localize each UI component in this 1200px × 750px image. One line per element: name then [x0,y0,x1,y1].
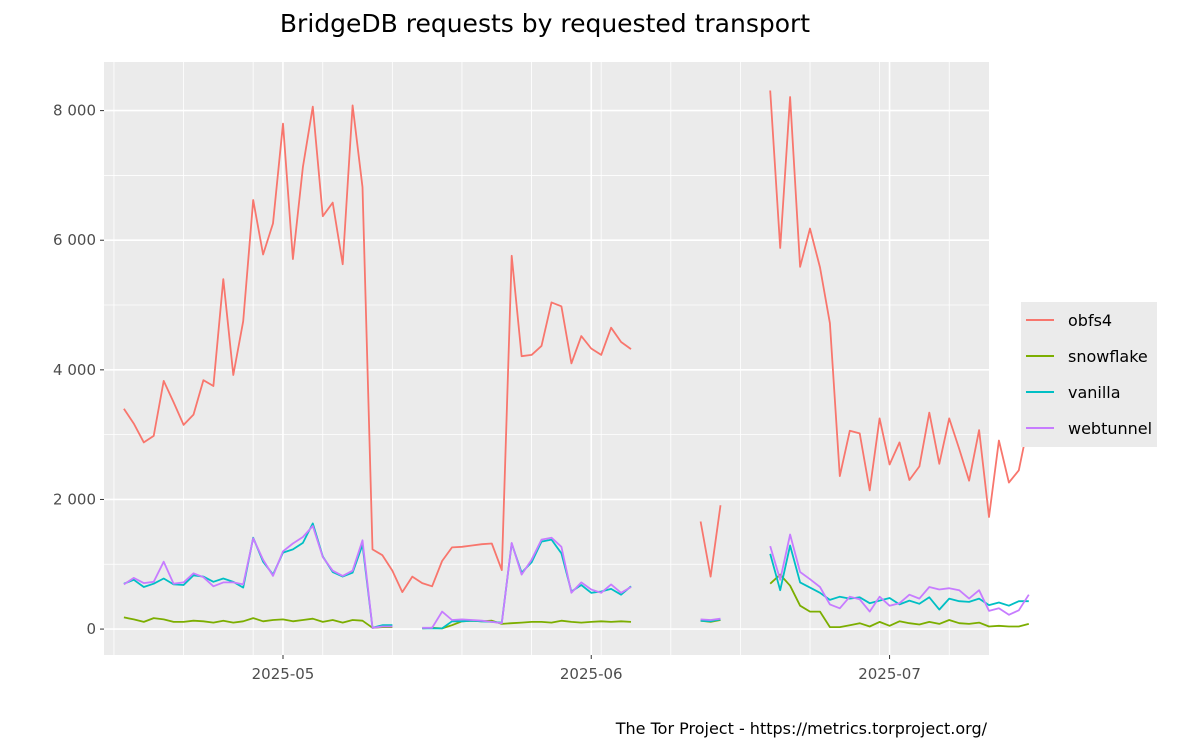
legend-background [1021,302,1157,447]
legend: obfs4 snowflake vanilla webtunnel [1021,302,1157,447]
plot-panel [104,62,989,655]
series-line-obfs4 [769,90,1030,518]
series-webtunnel [123,525,1030,629]
series-obfs4 [123,90,1030,593]
series-line-webtunnel [769,533,1030,616]
y-axis: 0 2 000 4 000 6 000 8 000 [53,102,104,638]
y-tick-label: 2 000 [53,490,96,508]
series-line-snowflake [769,573,1030,628]
x-axis: 2025-05 2025-06 2025-07 [252,655,921,683]
major-gridlines [104,62,989,655]
y-tick-label: 0 [86,620,96,638]
minor-gridlines [104,62,989,655]
series-line-webtunnel [700,617,721,621]
chart-title: BridgeDB requests by requested transport [280,9,810,38]
y-tick-label: 4 000 [53,361,96,379]
legend-label: snowflake [1068,347,1148,366]
y-tick-label: 8 000 [53,102,96,120]
series-lines [123,90,1030,630]
legend-label: webtunnel [1068,419,1152,438]
series-line-webtunnel [422,536,632,629]
series-line-obfs4 [699,505,722,578]
chart-caption: The Tor Project - https://metrics.torpro… [615,719,988,738]
series-line-snowflake [422,619,632,630]
legend-label: obfs4 [1068,311,1112,330]
series-line-webtunnel [123,525,393,629]
legend-label: vanilla [1068,383,1121,402]
series-line-snowflake [123,616,393,629]
x-tick-label: 2025-07 [858,665,921,683]
series-line-obfs4 [123,104,632,593]
y-tick-label: 6 000 [53,231,96,249]
x-tick-label: 2025-05 [252,665,315,683]
x-tick-label: 2025-06 [560,665,623,683]
